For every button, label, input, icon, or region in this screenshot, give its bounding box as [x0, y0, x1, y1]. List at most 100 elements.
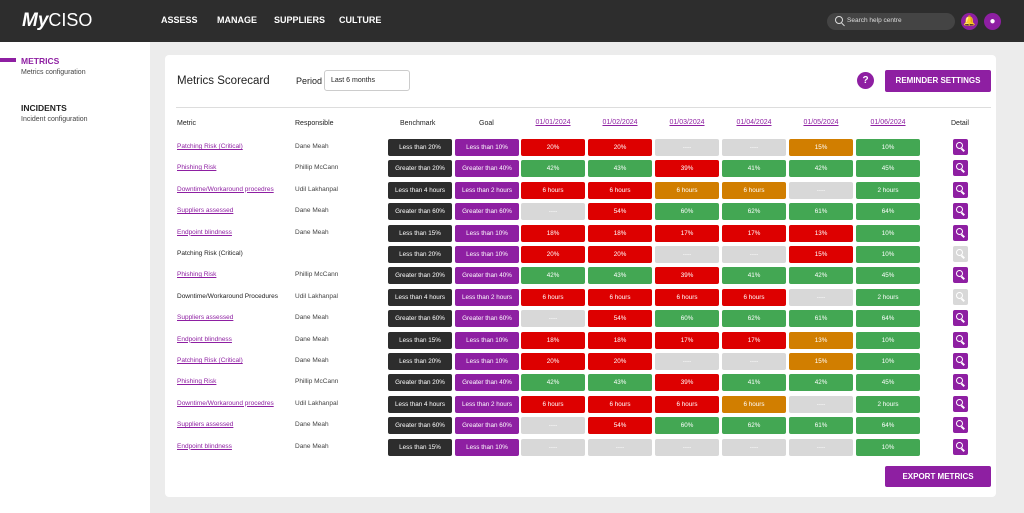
myciso-logo[interactable]: MyCISO [22, 10, 93, 31]
search-input[interactable]: Search help centre [827, 13, 955, 30]
sidebar-item-metrics[interactable]: METRICS [21, 56, 60, 66]
benchmark-badge: Less than 20% [388, 139, 452, 156]
header-date-2[interactable]: 01/02/2024 [602, 119, 638, 126]
detail-button[interactable] [953, 331, 968, 348]
metric-name[interactable]: Suppliers assessed [177, 207, 234, 215]
table-row: Patching Risk (Critical) Dane Meah Less th… [165, 139, 996, 156]
value-cell: 64% [856, 310, 920, 328]
detail-button[interactable] [953, 310, 968, 327]
detail-button[interactable] [953, 374, 968, 391]
period-select[interactable]: Last 6 months [324, 70, 410, 91]
value-cell: 62% [722, 310, 786, 328]
detail-button[interactable] [953, 438, 968, 455]
value-cell: 2 hours [856, 288, 920, 306]
value-cell: 54% [588, 310, 652, 328]
magnifier-icon [956, 313, 963, 321]
value-cell: ---- [722, 438, 786, 456]
table-row: Suppliers assessed Dane Meah Greater than … [165, 310, 996, 328]
goal-badge: Greater than 40% [455, 160, 519, 178]
value-cell: 18% [588, 224, 652, 242]
value-cell: 2 hours [856, 181, 920, 199]
detail-button[interactable] [953, 203, 968, 220]
metric-name[interactable]: Endpoint blindness [177, 228, 232, 236]
table-row: Endpoint blindness Dane Meah Less than 15%… [165, 331, 996, 349]
value-cell: 6 hours [722, 288, 786, 306]
metric-name[interactable]: Endpoint blindness [177, 442, 232, 450]
nav-manage[interactable]: MANAGE [217, 15, 257, 25]
metric-name: Patching Risk (Critical) [177, 250, 243, 257]
header-date-6[interactable]: 01/06/2024 [870, 119, 906, 126]
benchmark-badge: Less than 4 hours [388, 288, 452, 306]
goal-badge: Greater than 40% [455, 267, 519, 285]
detail-button[interactable] [953, 353, 968, 369]
value-cell: 64% [856, 417, 920, 435]
metric-name[interactable]: Patching Risk (Critical) [177, 357, 243, 364]
detail-button[interactable] [953, 417, 968, 434]
value-cell: 42% [789, 374, 853, 392]
header-date-4[interactable]: 01/04/2024 [736, 119, 772, 126]
scorecard-card: Metrics Scorecard Period Last 6 months ?… [165, 55, 996, 497]
value-cell: 39% [655, 267, 719, 285]
header-date-3[interactable]: 01/03/2024 [669, 119, 705, 126]
goal-badge: Less than 10% [455, 438, 519, 456]
value-cell: 42% [521, 374, 585, 392]
responsible: Dane Meah [295, 314, 329, 322]
magnifier-icon [956, 334, 963, 342]
value-cell: 41% [722, 267, 786, 285]
metric-name[interactable]: Downtime/Workaround procedres [177, 399, 274, 407]
magnifier-icon [956, 142, 963, 149]
magnifier-icon [956, 249, 963, 256]
value-cell: ---- [789, 395, 853, 413]
nav-assess[interactable]: ASSESS [161, 15, 198, 25]
metric-name[interactable]: Downtime/Workaround procedres [177, 185, 274, 193]
sidebar-item-incidents[interactable]: INCIDENTS [21, 103, 67, 113]
detail-button[interactable] [953, 224, 968, 241]
search-icon [835, 16, 843, 24]
metric-name[interactable]: Endpoint blindness [177, 335, 232, 343]
metric-name[interactable]: Patching Risk (Critical) [177, 143, 243, 150]
value-cell: ---- [655, 353, 719, 370]
magnifier-icon [956, 184, 963, 192]
detail-button[interactable] [953, 267, 968, 284]
sidebar-sub-metrics-configuration[interactable]: Metrics configuration [21, 69, 86, 76]
metric-name[interactable]: Phishing Risk [177, 164, 217, 172]
value-cell: 45% [856, 374, 920, 392]
table-row: Downtime/Workaround procedres Udil Lakhan… [165, 395, 996, 413]
value-cell: 54% [588, 203, 652, 221]
metric-name[interactable]: Suppliers assessed [177, 314, 234, 322]
header-date-5[interactable]: 01/05/2024 [803, 119, 839, 126]
reminder-settings-button[interactable]: REMINDER SETTINGS [885, 70, 991, 92]
detail-button [953, 246, 968, 262]
value-cell: ---- [722, 139, 786, 156]
value-cell: 20% [588, 139, 652, 156]
value-cell: 15% [789, 246, 853, 263]
metric-name[interactable]: Phishing Risk [177, 271, 217, 279]
header-date-1[interactable]: 01/01/2024 [535, 119, 571, 126]
export-metrics-button[interactable]: EXPORT METRICS [885, 466, 991, 487]
magnifier-icon [956, 227, 963, 235]
value-cell: 60% [655, 203, 719, 221]
value-cell: ---- [789, 288, 853, 306]
user-avatar-icon[interactable]: ● [984, 13, 1001, 30]
magnifier-icon [956, 206, 963, 214]
value-cell: 43% [588, 160, 652, 178]
detail-button[interactable] [953, 139, 968, 155]
notifications-bell-icon[interactable]: 🔔 [961, 13, 978, 30]
nav-culture[interactable]: CULTURE [339, 15, 382, 25]
value-cell: 60% [655, 417, 719, 435]
goal-badge: Less than 10% [455, 139, 519, 156]
metric-name[interactable]: Phishing Risk [177, 378, 217, 386]
metric-name[interactable]: Suppliers assessed [177, 421, 234, 429]
value-cell: 6 hours [521, 181, 585, 199]
sidebar-sub-incident-configuration[interactable]: Incident configuration [21, 116, 88, 123]
nav-suppliers[interactable]: SUPPLIERS [274, 15, 326, 25]
value-cell: 6 hours [655, 181, 719, 199]
help-icon[interactable]: ? [857, 72, 874, 89]
goal-badge: Greater than 60% [455, 417, 519, 435]
benchmark-badge: Greater than 60% [388, 310, 452, 328]
detail-button[interactable] [953, 395, 968, 412]
detail-button[interactable] [953, 181, 968, 198]
detail-button[interactable] [953, 160, 968, 177]
table-row: Endpoint blindness Dane Meah Less than 15%… [165, 224, 996, 242]
benchmark-badge: Greater than 20% [388, 160, 452, 178]
